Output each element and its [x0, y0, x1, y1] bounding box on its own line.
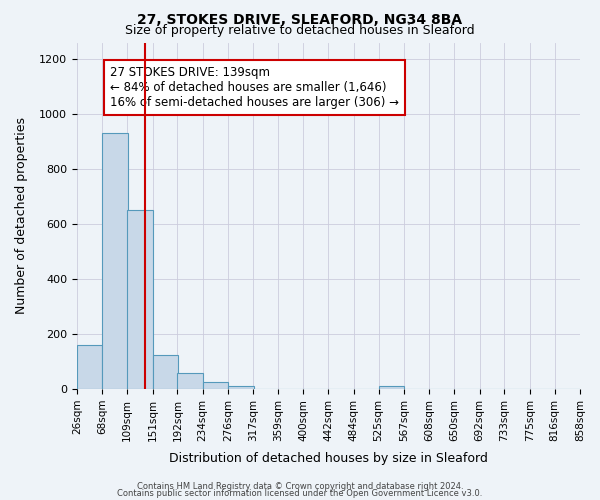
Bar — [379, 386, 404, 389]
Bar — [228, 386, 254, 389]
Bar — [178, 373, 203, 389]
Text: 27 STOKES DRIVE: 139sqm
← 84% of detached houses are smaller (1,646)
16% of semi: 27 STOKES DRIVE: 139sqm ← 84% of detache… — [110, 66, 398, 109]
Y-axis label: Number of detached properties: Number of detached properties — [15, 118, 28, 314]
X-axis label: Distribution of detached houses by size in Sleaford: Distribution of detached houses by size … — [169, 452, 488, 465]
Bar — [77, 345, 103, 389]
Bar — [103, 134, 128, 389]
Bar — [152, 354, 178, 389]
Text: Contains public sector information licensed under the Open Government Licence v3: Contains public sector information licen… — [118, 488, 482, 498]
Bar — [127, 210, 152, 389]
Text: Size of property relative to detached houses in Sleaford: Size of property relative to detached ho… — [125, 24, 475, 37]
Bar — [203, 382, 228, 389]
Text: 27, STOKES DRIVE, SLEAFORD, NG34 8BA: 27, STOKES DRIVE, SLEAFORD, NG34 8BA — [137, 12, 463, 26]
Text: Contains HM Land Registry data © Crown copyright and database right 2024.: Contains HM Land Registry data © Crown c… — [137, 482, 463, 491]
